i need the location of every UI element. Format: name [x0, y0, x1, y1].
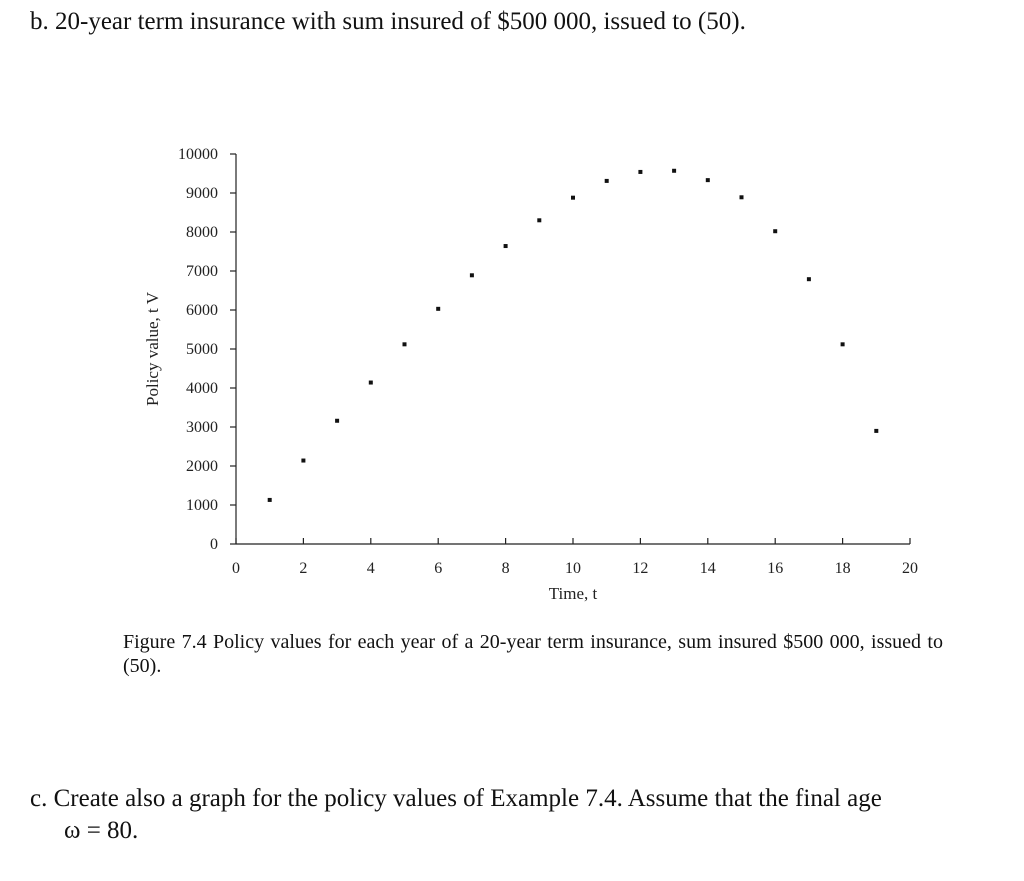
y-tick-label: 10000 — [178, 146, 218, 163]
data-point — [705, 178, 710, 183]
data-point — [368, 380, 373, 385]
y-tick-label: 4000 — [186, 380, 218, 397]
data-point — [402, 342, 407, 347]
data-point — [739, 195, 744, 200]
data-point — [335, 418, 340, 423]
y-tick-label: 9000 — [186, 185, 218, 202]
y-axis: 0 1000 2000 3000 4000 5000 6000 7000 8000 9000 100… — [178, 146, 237, 553]
data-point — [773, 229, 778, 234]
y-tick-label: 7000 — [186, 263, 218, 280]
x-tick-label: 10 — [565, 560, 581, 577]
x-tick-label: 20 — [902, 560, 918, 577]
y-axis-title: Policy value, t V — [143, 291, 162, 406]
data-point — [436, 306, 441, 311]
data-point — [672, 168, 677, 173]
x-tick-label: 6 — [434, 560, 442, 577]
x-tick-label: 4 — [367, 560, 375, 577]
y-tick-label: 8000 — [186, 224, 218, 241]
y-tick-label: 3000 — [186, 419, 218, 436]
figure-caption: Figure 7.4 Policy values for each year o… — [123, 631, 943, 677]
data-point — [571, 195, 575, 200]
y-tick-label: 5000 — [186, 341, 218, 358]
data-point — [469, 273, 474, 278]
data-point — [301, 458, 306, 463]
data-point — [604, 178, 609, 183]
data-point — [267, 497, 272, 502]
question-part-b: b. 20-year term insurance with sum insur… — [30, 8, 746, 35]
question-part-c-line-1: c. Create also a graph for the policy va… — [30, 785, 882, 812]
x-tick-label: 0 — [232, 560, 240, 577]
x-tick-label: 8 — [502, 560, 510, 577]
data-point — [503, 244, 508, 249]
y-tick-label: 2000 — [186, 458, 218, 475]
x-tick-label: 18 — [835, 560, 851, 577]
x-tick-label: 12 — [632, 560, 648, 577]
y-tick-label: 6000 — [186, 302, 218, 319]
y-tick-label: 0 — [210, 536, 218, 553]
data-points — [267, 168, 879, 502]
y-tick-label: 1000 — [186, 497, 218, 514]
x-tick-label: 16 — [767, 560, 783, 577]
x-tick-label: 14 — [700, 560, 716, 577]
question-part-c: c. Create also a graph for the policy va… — [30, 783, 995, 847]
data-point — [638, 169, 643, 174]
data-point — [840, 342, 845, 347]
data-point — [806, 277, 811, 282]
x-axis: 0 2 4 6 8 10 12 14 16 18 20 — [232, 538, 918, 577]
question-part-c-line-2: ω = 80. — [64, 817, 139, 844]
x-tick-label: 2 — [299, 560, 307, 577]
x-axis-title: Time, t — [549, 584, 598, 603]
data-point — [537, 218, 542, 223]
data-point — [874, 428, 879, 433]
